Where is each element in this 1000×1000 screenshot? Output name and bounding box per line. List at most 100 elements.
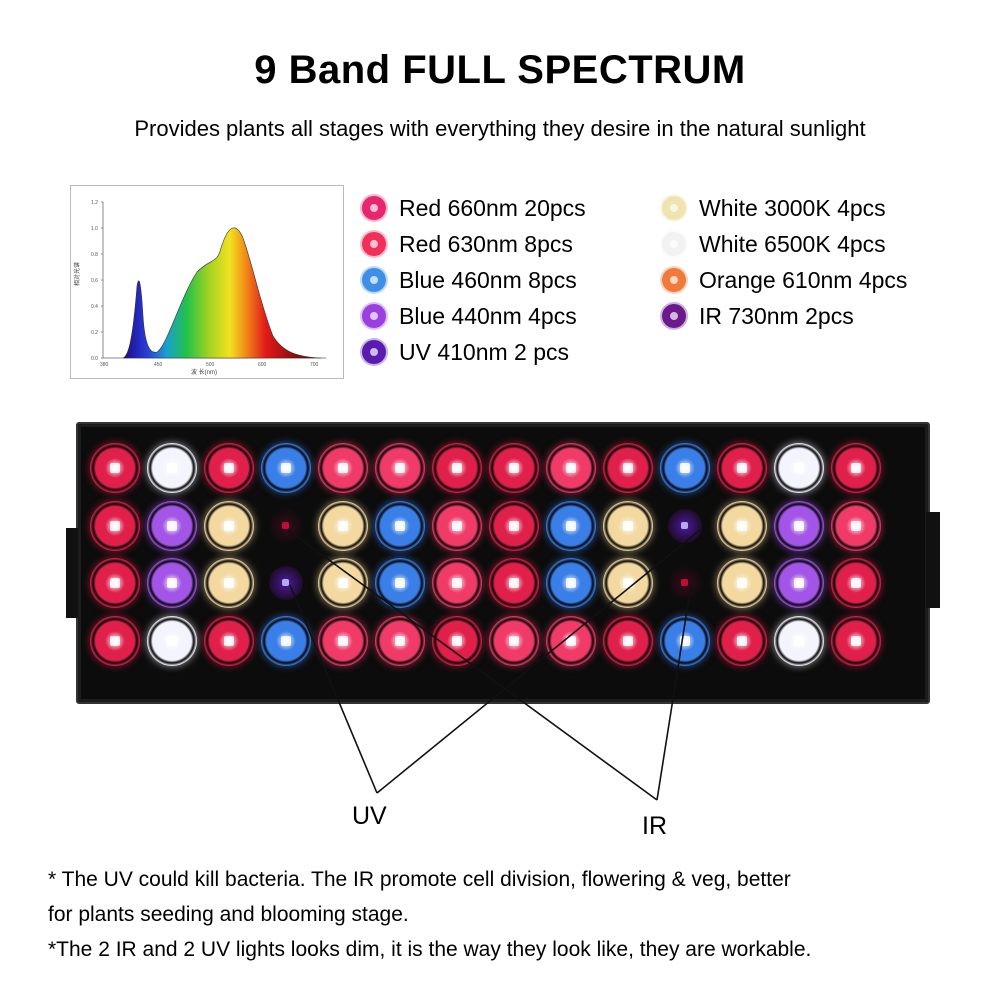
led-b4 <box>546 500 596 551</box>
led-r6 <box>432 443 482 493</box>
led-w6 <box>147 443 197 493</box>
led-core <box>167 635 177 646</box>
led-core <box>566 635 576 646</box>
led-w3 <box>204 558 254 608</box>
legend-right: White 3000K 4pcs White 6500K 4pcs Orange 6… <box>662 190 907 334</box>
led-core <box>395 635 405 646</box>
led-core <box>395 578 405 588</box>
legend-item: Red 630nm 8pcs <box>362 226 586 262</box>
page-title: 9 Band FULL SPECTRUM <box>254 48 746 92</box>
legend-label: IR 730nm 2pcs <box>699 302 854 329</box>
led-r6 <box>831 615 881 666</box>
legend-item: UV 410nm 2 pcs <box>362 334 586 370</box>
uv-callout-label: UV <box>352 802 387 830</box>
spectrum-xlabel: 波 长(nm) <box>191 368 217 376</box>
legend-label: Red 660nm 20pcs <box>399 194 586 221</box>
led-core <box>681 579 688 586</box>
led-core <box>281 635 291 646</box>
white-3000k-led-icon <box>662 196 686 220</box>
note-line-2: for plants seeding and blooming stage. <box>48 903 409 926</box>
spectrum-x-tick: 700 <box>310 362 319 368</box>
led-core <box>452 635 462 646</box>
ir-730-led-icon <box>662 304 686 328</box>
led-b4 <box>375 500 425 551</box>
led-core <box>338 520 348 531</box>
legend-item: Blue 460nm 8pcs <box>362 262 586 298</box>
led-core <box>509 463 519 473</box>
panel-side-tab-left <box>66 528 78 618</box>
led-core <box>566 578 576 588</box>
led-core <box>110 520 120 531</box>
led-w3 <box>717 500 767 551</box>
led-core <box>623 520 633 531</box>
led-w6 <box>774 443 824 493</box>
led-core <box>737 463 747 473</box>
led-core <box>680 635 690 646</box>
led-core <box>224 463 234 473</box>
uv-line-2 <box>376 529 701 794</box>
led-r3 <box>375 443 425 493</box>
legend-item: IR 730nm 2pcs <box>662 298 907 334</box>
led-b4 <box>660 443 710 493</box>
uv-line-1 <box>289 584 378 794</box>
led-core <box>851 520 861 531</box>
led-core <box>395 520 405 531</box>
led-r6 <box>204 615 254 666</box>
legend-item: White 3000K 4pcs <box>662 190 907 226</box>
led-r3 <box>546 443 596 493</box>
led-core <box>282 521 289 529</box>
led-r3 <box>318 443 368 493</box>
led-r6 <box>204 443 254 493</box>
led-uv <box>668 508 702 543</box>
ir-callout-label: IR <box>642 812 667 840</box>
led-core <box>224 635 234 646</box>
spectrum-y-tick: 0.8 <box>91 252 98 258</box>
orange-610-led-icon <box>662 268 686 292</box>
led-r3 <box>546 615 596 666</box>
spectrum-x-tick: 500 <box>206 362 215 368</box>
led-core <box>282 579 289 586</box>
spectrum-y-tick: 0.0 <box>91 356 98 362</box>
led-core <box>167 463 177 473</box>
led-core <box>167 578 177 588</box>
led-core <box>509 578 519 588</box>
led-core <box>281 463 291 473</box>
led-core <box>794 578 804 588</box>
ir-line-2 <box>656 584 692 801</box>
led-core <box>566 463 576 473</box>
spectrum-y-tick: 1.0 <box>91 226 98 232</box>
led-core <box>224 578 234 588</box>
led-b6 <box>147 558 197 608</box>
led-core <box>452 520 462 531</box>
panel-side-tab <box>926 512 940 608</box>
led-r6 <box>831 558 881 608</box>
led-w3 <box>603 500 653 551</box>
led-core <box>452 578 462 588</box>
led-core <box>338 578 348 588</box>
spectrum-x-tick: 450 <box>154 362 163 368</box>
led-r3 <box>831 500 881 551</box>
legend-label: Blue 460nm 8pcs <box>399 266 577 293</box>
legend-label: Orange 610nm 4pcs <box>699 266 908 293</box>
uv-410-led-icon <box>362 340 386 364</box>
spectrum-curve <box>122 227 322 359</box>
led-core <box>110 463 120 473</box>
legend-label: Red 630nm 8pcs <box>399 230 573 257</box>
led-uv <box>269 566 303 600</box>
led-b6 <box>147 500 197 551</box>
led-ir <box>668 566 702 600</box>
led-core <box>110 578 120 588</box>
led-b6 <box>774 558 824 608</box>
led-core <box>794 463 804 473</box>
legend-label: UV 410nm 2 pcs <box>399 338 570 365</box>
led-core <box>851 463 861 473</box>
led-r3 <box>489 615 539 666</box>
led-core <box>224 520 234 531</box>
led-w3 <box>204 500 254 551</box>
legend-label: White 3000K 4pcs <box>699 194 886 221</box>
led-w3 <box>717 558 767 608</box>
led-r6 <box>489 443 539 493</box>
ir-line-1 <box>287 529 658 801</box>
legend-item: Orange 610nm 4pcs <box>662 262 907 298</box>
